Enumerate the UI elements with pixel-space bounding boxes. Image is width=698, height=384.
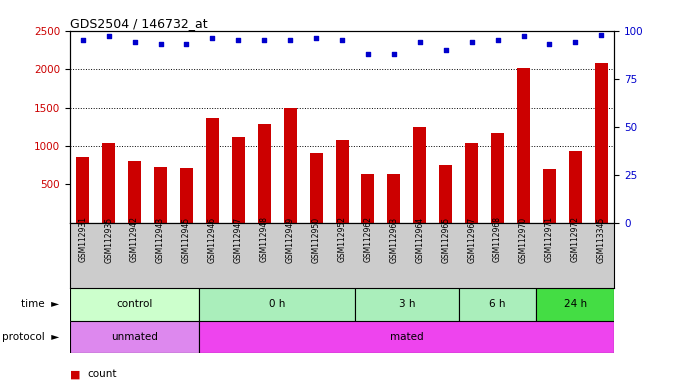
Bar (200, 288, 355, 321)
Bar (206, 118, 219, 223)
Point (259, 37, 270, 43)
Bar (387, 174, 401, 223)
Bar (310, 153, 322, 223)
Text: unmated: unmated (111, 332, 158, 342)
Point (414, 39, 425, 45)
Bar (154, 167, 167, 223)
Point (388, 51, 399, 57)
Point (155, 41, 166, 47)
Text: 6 h: 6 h (489, 299, 506, 310)
Bar (595, 63, 608, 223)
Bar (76, 157, 89, 223)
Point (570, 39, 581, 45)
Point (336, 37, 348, 43)
Point (207, 35, 218, 41)
Text: ■: ■ (70, 369, 80, 379)
Point (518, 33, 529, 40)
Point (129, 39, 140, 45)
Bar (543, 169, 556, 223)
Text: protocol  ►: protocol ► (1, 332, 59, 342)
Bar (569, 151, 582, 223)
Point (440, 47, 452, 53)
Text: 0 h: 0 h (269, 299, 285, 310)
Point (466, 39, 477, 45)
Bar (491, 133, 504, 223)
Bar (439, 165, 452, 223)
Text: 3 h: 3 h (399, 299, 415, 310)
Bar (200, 321, 614, 353)
Bar (336, 140, 348, 223)
Point (595, 31, 607, 38)
Bar (180, 168, 193, 223)
Bar (355, 288, 459, 321)
Text: time  ►: time ► (21, 299, 59, 310)
Point (492, 37, 503, 43)
Bar (465, 143, 478, 223)
Text: 24 h: 24 h (564, 299, 587, 310)
Bar (413, 127, 426, 223)
Bar (102, 143, 115, 223)
Text: GDS2504 / 146732_at: GDS2504 / 146732_at (70, 17, 207, 30)
Point (103, 33, 114, 40)
Point (77, 37, 89, 43)
Bar (70, 321, 200, 353)
Point (181, 41, 192, 47)
Bar (537, 288, 614, 321)
Text: control: control (117, 299, 153, 310)
Bar (258, 124, 271, 223)
Bar (459, 288, 537, 321)
Point (544, 41, 555, 47)
Point (362, 51, 373, 57)
Text: mated: mated (390, 332, 424, 342)
Point (232, 37, 244, 43)
Bar (517, 68, 530, 223)
Bar (70, 288, 200, 321)
Bar (232, 137, 245, 223)
Text: count: count (87, 369, 117, 379)
Bar (128, 161, 141, 223)
Bar (283, 108, 297, 223)
Point (285, 37, 296, 43)
Point (311, 35, 322, 41)
Bar (362, 174, 374, 223)
